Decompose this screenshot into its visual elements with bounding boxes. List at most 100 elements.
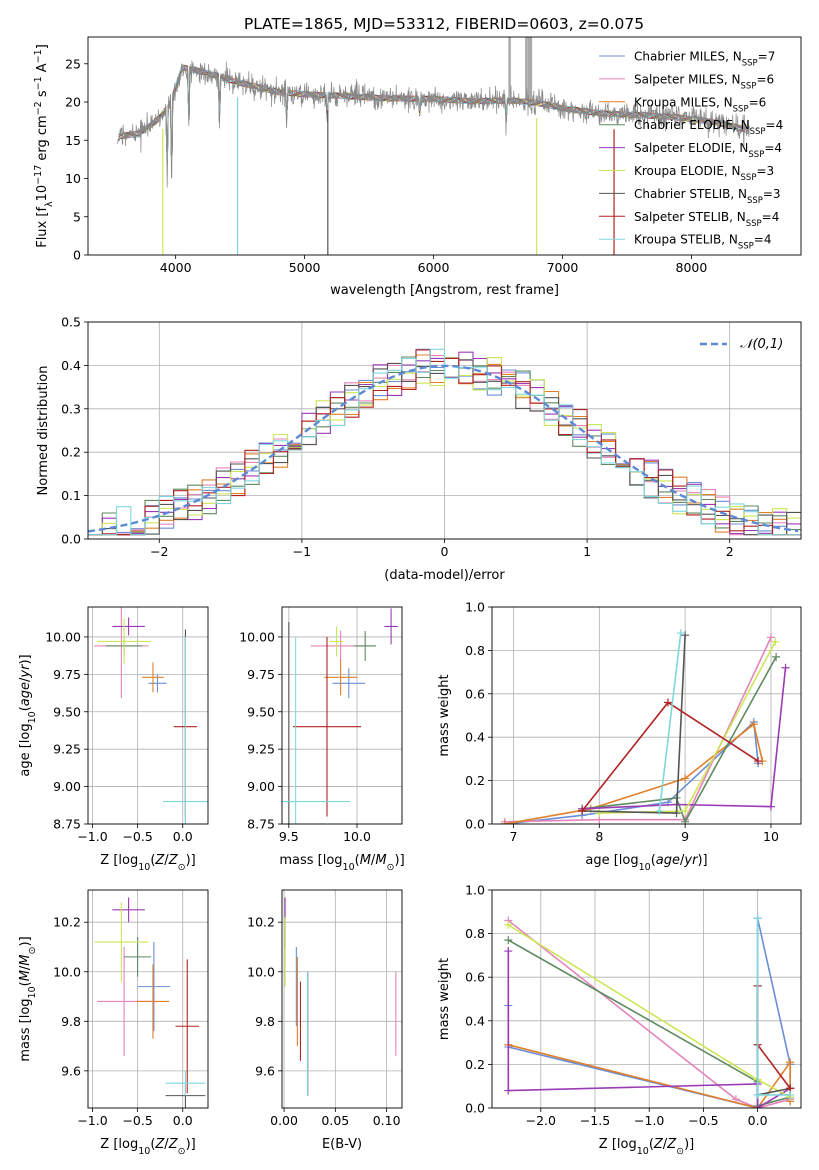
legend-label: 𝒩(0,1) (740, 337, 783, 352)
y-tick-label: 0.0 (465, 1101, 485, 1116)
weight-point-marker (681, 806, 690, 815)
weight-series-line (507, 919, 791, 1108)
y-axis-label: Normed distribution (36, 366, 51, 496)
weight-point-marker (771, 637, 780, 646)
y-tick-label: 10.00 (239, 629, 275, 644)
legend-label: Kroupa ELODIE, NSSP=3 (634, 164, 774, 183)
y-tick-label: 0.5 (61, 315, 81, 330)
y-tick-label: 9.25 (53, 742, 81, 757)
legend-label: Chabrier STELIB, NSSP=3 (634, 187, 781, 206)
weight-point-marker (766, 633, 775, 642)
x-axis-label: Z [log10(Z/Z⊙)] (100, 853, 195, 873)
y-tick-label: 10.0 (247, 964, 275, 979)
y-tick-label: 9.6 (255, 1063, 275, 1078)
errorbar-point (354, 630, 377, 661)
y-tick-label: 9.00 (53, 779, 81, 794)
y-tick-label: 0.0 (465, 817, 485, 832)
x-tick-label: 7000 (547, 260, 579, 275)
errorbar-point (384, 608, 398, 645)
errorbar-point (137, 942, 171, 1032)
errorbar-point (292, 636, 362, 817)
x-tick-label: 1 (583, 544, 591, 559)
weight-point-marker (786, 1090, 795, 1099)
y-tick-label: 0.4 (61, 358, 81, 373)
errorbar-point (97, 618, 152, 664)
y-tick-label: 0.6 (465, 686, 485, 701)
y-tick-label: 9.25 (247, 742, 275, 757)
weight-point-marker (578, 806, 587, 815)
y-tick-label: 0.6 (465, 970, 485, 985)
x-tick-label: −0.5 (122, 1113, 152, 1128)
weight-point-marker (672, 809, 681, 818)
histogram-series (88, 348, 801, 536)
x-tick-label: −1.0 (77, 1113, 107, 1128)
y-axis-label: mass weight (437, 674, 452, 756)
weight-point-marker (681, 817, 690, 824)
errorbar-point (94, 902, 149, 982)
y-tick-label: 0.8 (465, 643, 485, 658)
y-tick-label: 10.00 (45, 629, 81, 644)
y-tick-label: 9.8 (61, 1014, 81, 1029)
mass-vs-Z-axes: −1.0 −0.5 0.0 9.6 9.8 10.0 10.2 Z [log10(Z/Z⊙)]… (18, 890, 208, 1157)
y-tick-label: 20 (65, 95, 81, 110)
y-tick-label: 0.2 (465, 773, 485, 788)
weight-point-marker (676, 629, 685, 638)
weight-point-marker (753, 914, 762, 923)
y-tick-label: 0.0 (61, 532, 81, 547)
x-tick-label: −0.5 (688, 1113, 718, 1128)
x-axis-label: E(B-V) (322, 1137, 362, 1152)
x-axis-label: age [log10(age/yr)] (585, 853, 707, 873)
y-tick-label: 15 (65, 133, 81, 148)
weight-point-marker (753, 1104, 762, 1108)
spectrum-frame (87, 36, 802, 256)
weight-point-marker (504, 1086, 513, 1095)
y-tick-label: 9.50 (247, 704, 275, 719)
x-tick-label: −1.0 (77, 829, 107, 844)
spectrum-legend: Chabrier MILES, NSSP=7 Salpeter MILES, NS… (599, 50, 783, 252)
weight-series-line (582, 667, 787, 810)
weight-point-marker (786, 1058, 795, 1067)
y-axis-label: mass [log10(M/M⊙)] (18, 936, 38, 1061)
x-tick-label: 7 (509, 829, 517, 844)
x-tick-label: 5000 (289, 260, 321, 275)
legend-label: Salpeter MILES, NSSP=6 (634, 72, 774, 91)
errorbar-point (136, 964, 170, 1039)
figure-title: PLATE=1865, MJD=53312, FIBERID=0603, z=0… (244, 15, 644, 33)
x-axis-label: Z [log10(Z/Z⊙)] (599, 1137, 694, 1157)
errorbar-point (165, 1070, 206, 1096)
errorbar-point (175, 959, 199, 1094)
y-tick-label: 8.75 (247, 817, 275, 832)
weight-point-marker (754, 757, 763, 766)
weight-point-marker (500, 820, 509, 824)
weight-point-marker (753, 1090, 762, 1099)
age-vs-mass-frame (281, 606, 403, 825)
y-tick-label: 9.50 (53, 704, 81, 719)
y-tick-label: 10.2 (247, 915, 275, 930)
x-tick-label: 0.0 (748, 1113, 768, 1128)
weight-point-marker (781, 663, 790, 672)
errorbar-point (142, 662, 164, 693)
legend-label: Salpeter STELIB, NSSP=4 (634, 210, 779, 229)
weight-series-line (504, 637, 772, 823)
y-tick-label: 0.3 (61, 401, 81, 416)
x-tick-label: 10 (763, 829, 779, 844)
weight-series-line (508, 1044, 791, 1108)
mass-vs-Z-frame (87, 889, 209, 1109)
y-tick-label: 10.2 (53, 915, 81, 930)
errorbar-point (124, 937, 152, 977)
weight-point-marker (504, 920, 513, 929)
weight-series-line (582, 656, 777, 824)
residual-histogram-axes: −2 −1 0 1 2 0.0 0.1 0.2 0.3 0.4 0.5 (data-model)/er… (36, 315, 801, 583)
errorbar-point (282, 636, 351, 824)
y-tick-label: 9.8 (255, 1014, 275, 1029)
x-tick-label: 9 (681, 829, 689, 844)
y-axis-label: Flux [fλ10−17 erg cm−2 s−1 A−1] (33, 44, 55, 248)
weight-series-line (756, 985, 791, 1089)
x-tick-label: 0.10 (373, 1113, 401, 1128)
x-tick-label: 0.0 (173, 829, 193, 844)
y-tick-label: 9.75 (53, 667, 81, 682)
normal-reference-curve (88, 364, 799, 533)
y-tick-label: 9.75 (247, 667, 275, 682)
y-tick-label: 0.2 (465, 1057, 485, 1072)
